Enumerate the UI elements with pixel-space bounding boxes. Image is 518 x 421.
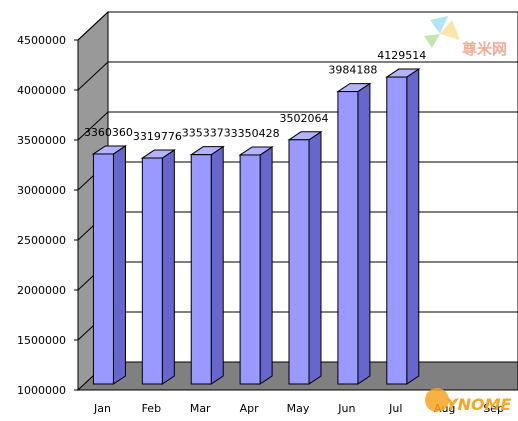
y-tick-label: 1000000 bbox=[17, 384, 66, 397]
x-tick-label: Jun bbox=[337, 402, 355, 415]
y-tick-label: 3000000 bbox=[17, 184, 66, 197]
bar-side bbox=[308, 130, 322, 385]
bar-side bbox=[112, 145, 126, 385]
bar-front bbox=[190, 154, 212, 385]
x-tick-label: Mar bbox=[190, 402, 211, 415]
bar-jan bbox=[91, 145, 128, 385]
bar-front bbox=[386, 76, 408, 385]
bar-side bbox=[357, 82, 371, 385]
x-tick-label: May bbox=[287, 402, 310, 415]
data-label: 4129514 bbox=[377, 49, 426, 62]
y-tick-label: 3500000 bbox=[17, 134, 66, 147]
bar-jun bbox=[336, 82, 372, 385]
y-tick-label: 2000000 bbox=[17, 284, 66, 297]
data-label: 3319776 bbox=[133, 130, 182, 143]
data-label: 3353373 bbox=[182, 127, 231, 140]
watermark-logo-top: 尊米网 bbox=[424, 16, 507, 58]
data-label: 3350428 bbox=[231, 127, 280, 140]
bar-feb bbox=[140, 149, 176, 385]
data-label: 3502064 bbox=[280, 112, 329, 125]
bar-side bbox=[210, 145, 224, 385]
y-axis-tick-labels: 1000000 1500000 2000000 2500000 3000000 35000… bbox=[17, 34, 79, 397]
x-tick-label: Sep bbox=[483, 402, 504, 415]
bar-side bbox=[259, 146, 273, 385]
bar-front bbox=[288, 139, 310, 385]
x-tick-label: Feb bbox=[142, 402, 161, 415]
y-tick-label: 2500000 bbox=[17, 234, 66, 247]
bar-side bbox=[161, 149, 175, 385]
bar-apr bbox=[238, 146, 274, 385]
bars bbox=[91, 68, 421, 385]
bar-front bbox=[239, 154, 261, 385]
bar-side bbox=[406, 68, 420, 385]
bar-may bbox=[287, 130, 323, 385]
bar-front bbox=[337, 91, 359, 385]
bar-front bbox=[92, 153, 114, 385]
watermark-text-bottom: YNOME bbox=[446, 395, 512, 414]
gridline-wall bbox=[77, 111, 109, 141]
x-tick-label: Jul bbox=[388, 402, 402, 415]
gridline-wall bbox=[77, 11, 109, 41]
watermark-text-top: 尊米网 bbox=[462, 40, 507, 58]
x-tick-label: Apr bbox=[240, 402, 260, 415]
watermark-logo-bottom: YNOME bbox=[425, 388, 512, 414]
y-tick-label: 4000000 bbox=[17, 84, 66, 97]
bar-front bbox=[141, 157, 163, 385]
data-label: 3984188 bbox=[328, 64, 377, 77]
y-tick-label: 4500000 bbox=[17, 34, 66, 47]
y-tick-label: 1500000 bbox=[17, 334, 66, 347]
bar-mar bbox=[189, 145, 225, 385]
x-tick-label: Jan bbox=[93, 402, 111, 415]
bar-jul bbox=[385, 68, 421, 385]
data-label: 3360360 bbox=[84, 126, 133, 139]
gridline-wall bbox=[77, 61, 109, 91]
